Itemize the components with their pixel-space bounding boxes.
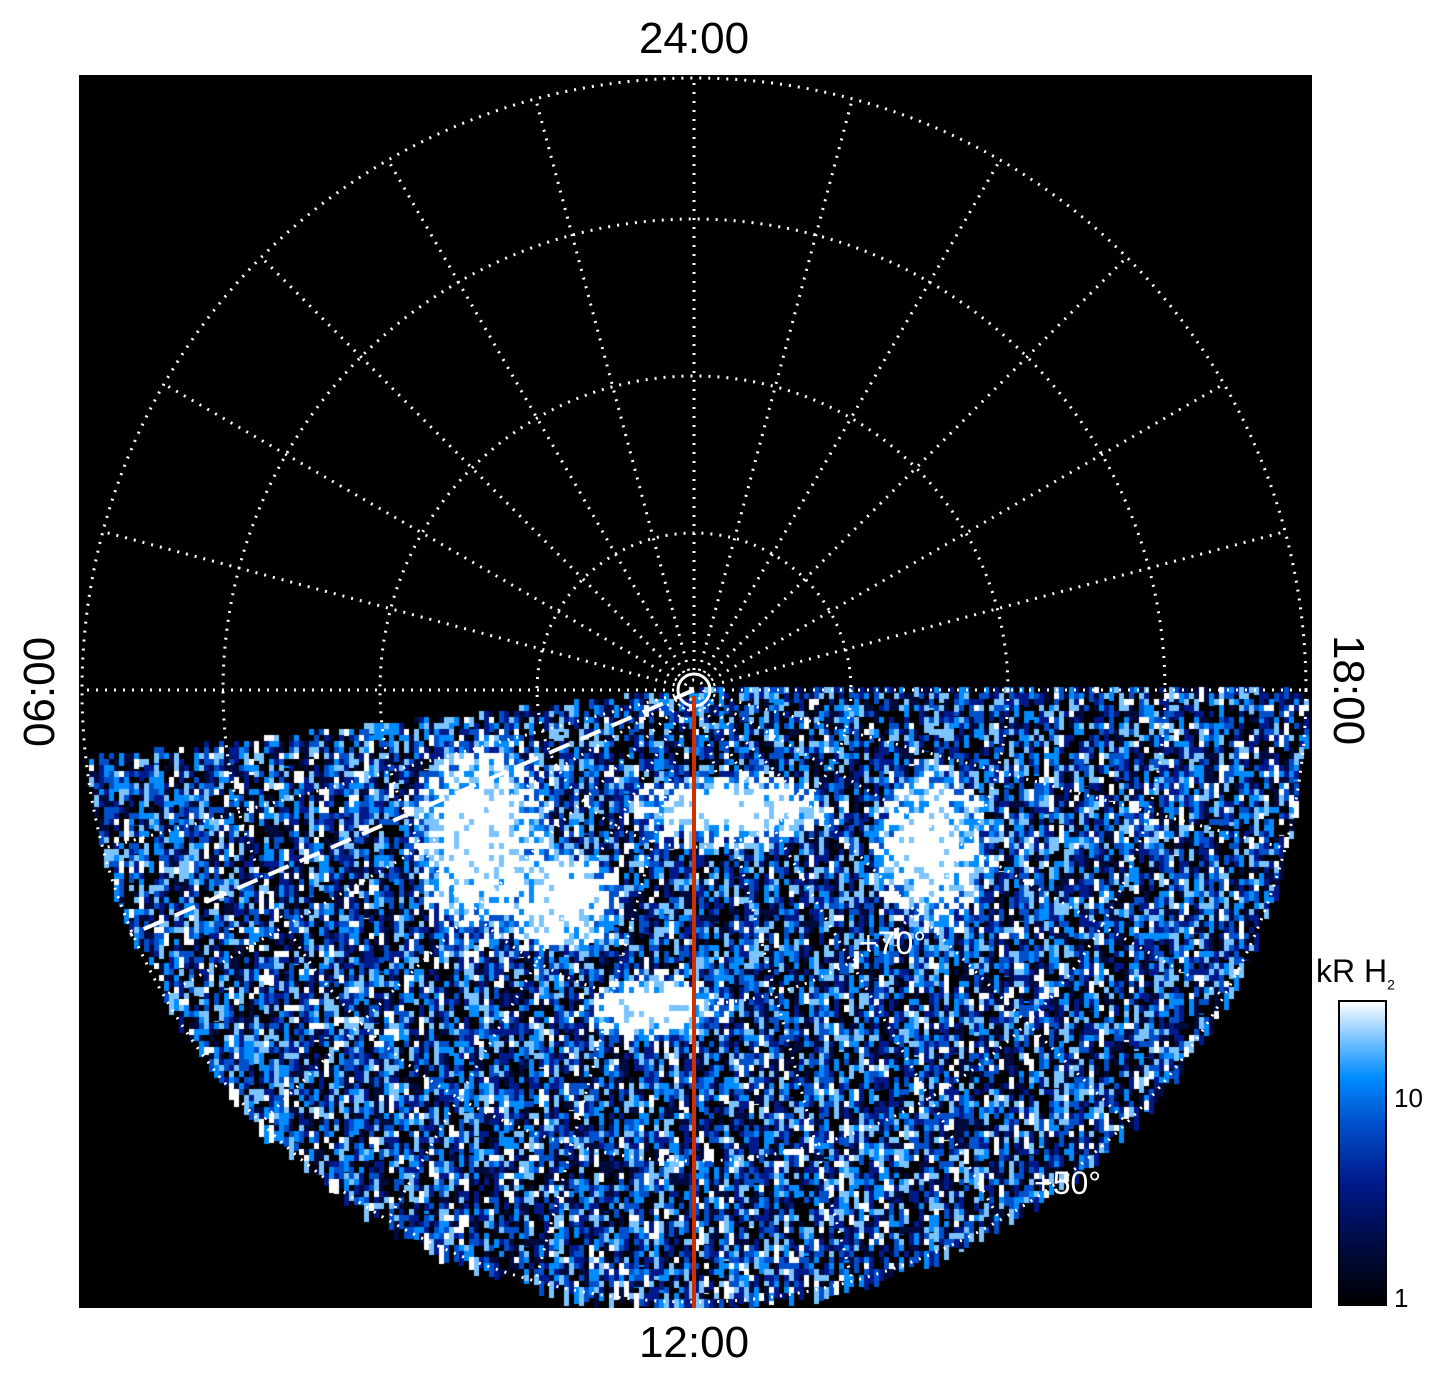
colorbar [1338, 1000, 1387, 1306]
hour-line-4 [710, 382, 1225, 682]
colorbar-tick-10: 10 [1394, 1083, 1423, 1113]
hour-line-11 [697, 708, 854, 1282]
colorbar-title-subscript: 2 [1387, 976, 1395, 993]
colorbar-tick-1: 1 [1394, 1283, 1409, 1313]
latitude-label-70: +70° [859, 925, 927, 961]
latitude-ring-50 [80, 76, 1308, 1304]
hour-line-14 [386, 706, 686, 1221]
hour-line-15 [260, 703, 681, 1124]
hour-line-8 [710, 698, 1225, 998]
colorbar-title-text: kR H [1316, 953, 1388, 989]
hour-line-20 [163, 382, 678, 682]
polar-grid [80, 76, 1308, 1308]
hour-line-21 [260, 256, 681, 677]
hour-line-7 [712, 693, 1286, 850]
colorbar-title: kR H2 [1316, 953, 1395, 992]
latitude-label-50: +50° [1034, 1165, 1102, 1201]
hour-line-23 [534, 98, 691, 672]
label-midnight: 24:00 [638, 14, 750, 63]
hour-line-5 [712, 530, 1286, 687]
hour-line-2 [702, 159, 1002, 674]
polar-plot: +70° +50° [79, 75, 1312, 1308]
hour-line-3 [707, 256, 1128, 677]
hour-line-1 [697, 98, 854, 672]
label-dawn: 06:00 [15, 636, 64, 748]
label-dusk: 18:00 [1324, 634, 1373, 746]
hour-line-16 [163, 698, 678, 998]
hour-line-19 [102, 530, 676, 687]
hour-line-13 [534, 708, 691, 1282]
hour-line-9 [707, 703, 1128, 1124]
hour-line-22 [386, 159, 686, 674]
hour-line-10 [702, 706, 1002, 1221]
label-noon: 12:00 [638, 1318, 750, 1367]
latitude-ring-90 [682, 678, 706, 702]
latitude-ring-70 [378, 374, 1010, 1006]
dashed-boundary-line [129, 688, 695, 937]
hour-line-17 [102, 693, 676, 850]
